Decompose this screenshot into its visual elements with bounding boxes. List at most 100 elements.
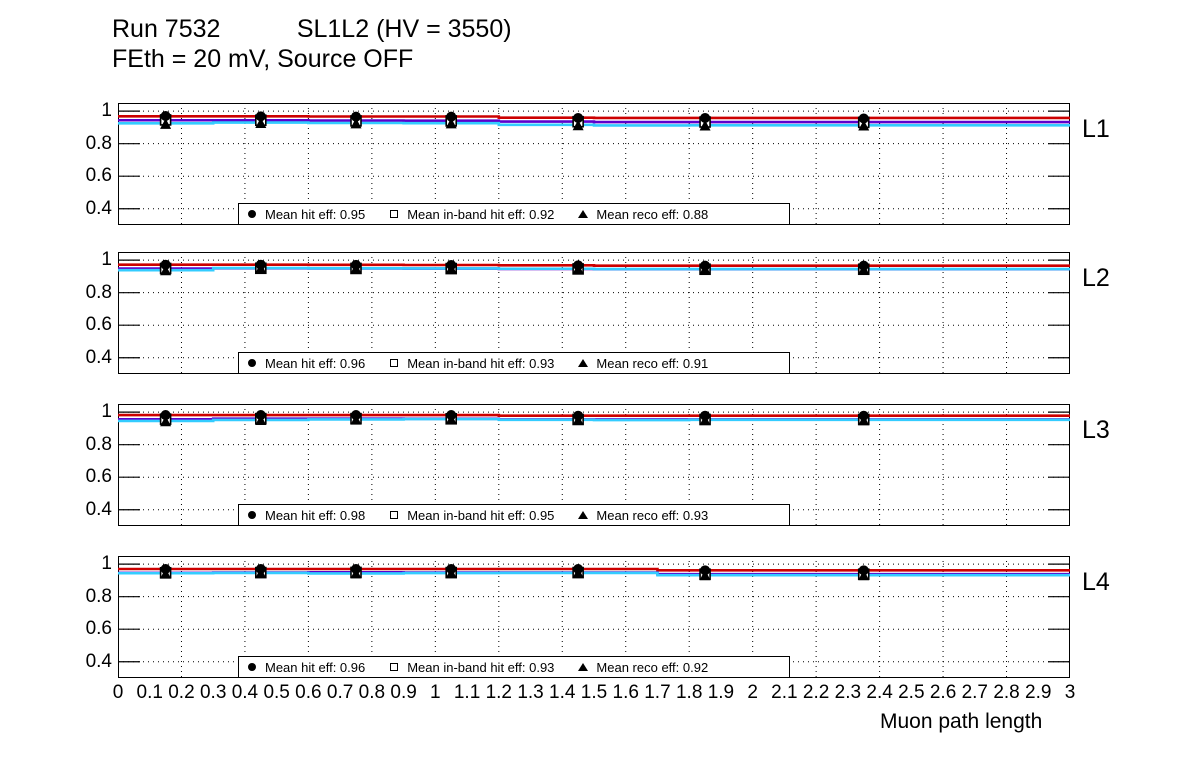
x-tick-label: 2.5 xyxy=(898,682,925,703)
marker-reco-eff xyxy=(160,415,172,427)
triangle-marker-icon-glyph xyxy=(578,663,589,671)
legend-entry-hit-eff: Mean hit eff: 0.96 xyxy=(239,660,381,675)
marker-hit-eff xyxy=(351,564,361,575)
marker-hit-eff xyxy=(160,564,171,575)
legend-entry-reco-eff: Mean reco eff: 0.88 xyxy=(570,207,724,222)
title-line-1: Run 7532 SL1L2 (HV = 3550) xyxy=(112,15,512,43)
panel-label-l4: L4 xyxy=(1082,568,1110,596)
x-tick-label: 1.7 xyxy=(644,682,671,703)
triangle-marker-icon-glyph xyxy=(578,210,589,218)
x-tick-label: 2.9 xyxy=(1025,682,1052,703)
marker-hit-eff xyxy=(573,112,584,123)
panel-plot-area xyxy=(118,404,1070,526)
y-tick-label: 0.8 xyxy=(85,132,112,154)
marker-reco-eff xyxy=(350,117,362,129)
efficiency-panel-l4: 1 0.8 0.6 0.4 Mean hit eff: 0.96 Mean in-band… xyxy=(86,553,1110,678)
triangle-marker-icon xyxy=(570,511,596,519)
marker-hit-eff xyxy=(573,260,584,271)
circle-marker-icon-glyph xyxy=(248,359,256,367)
legend-label: Mean hit eff: 0.98 xyxy=(265,507,366,523)
marker-hit-eff xyxy=(700,565,711,576)
x-tick-label: 0.5 xyxy=(263,682,290,703)
marker-hit-eff xyxy=(255,410,266,421)
y-tick-label: 1 xyxy=(101,100,112,122)
x-tick-label: 0.4 xyxy=(231,682,259,703)
marker-hit-eff xyxy=(351,111,361,122)
y-tick-label: 0.6 xyxy=(85,165,112,187)
triangle-marker-icon xyxy=(570,359,596,367)
series-line-hit-eff xyxy=(118,115,1070,120)
legend-label: Mean hit eff: 0.95 xyxy=(265,206,366,222)
figure-title: Run 7532 SL1L2 (HV = 3550) FEth = 20 mV,… xyxy=(112,14,1012,74)
series-line-hit-eff xyxy=(118,567,1070,572)
series-line-reco-eff xyxy=(118,266,1070,272)
marker-hit-eff xyxy=(160,410,171,421)
legend-entry-reco-eff: Mean reco eff: 0.91 xyxy=(570,356,724,371)
legend-label: Mean reco eff: 0.92 xyxy=(596,659,709,675)
legend-entry-inband-hit-eff: Mean in-band hit eff: 0.95 xyxy=(381,508,570,523)
x-tick-label: 2.7 xyxy=(961,682,989,703)
marker-reco-eff xyxy=(160,264,172,276)
marker-hit-eff xyxy=(446,564,457,575)
x-tick-label: 2 xyxy=(747,682,758,703)
square-marker-icon-glyph xyxy=(390,359,399,367)
triangle-marker-icon-glyph xyxy=(578,359,589,367)
panel-legend: Mean hit eff: 0.95 Mean in-band hit eff: … xyxy=(238,203,790,225)
legend-label: Mean in-band hit eff: 0.92 xyxy=(407,206,555,222)
marker-hit-eff xyxy=(446,111,457,122)
marker-hit-eff xyxy=(573,410,584,421)
panel-label-l2: L2 xyxy=(1082,264,1110,292)
legend-entry-reco-eff: Mean reco eff: 0.92 xyxy=(570,660,724,675)
y-tick-label: 0.6 xyxy=(85,466,112,488)
x-tick-label: 1.3 xyxy=(517,682,544,703)
marker-hit-eff xyxy=(858,113,869,124)
legend-label: Mean hit eff: 0.96 xyxy=(265,355,366,371)
square-marker-icon xyxy=(381,359,407,367)
y-tick-label: 0.4 xyxy=(85,498,112,520)
square-marker-icon xyxy=(381,210,407,218)
marker-reco-eff xyxy=(572,119,584,131)
marker-hit-eff xyxy=(700,410,711,421)
x-tick-label: 0.8 xyxy=(358,682,386,703)
y-tick-label: 0.8 xyxy=(85,585,112,607)
marker-reco-eff xyxy=(160,118,172,129)
x-tick-label: 0.3 xyxy=(199,682,227,703)
panel-legend: Mean hit eff: 0.96 Mean in-band hit eff: … xyxy=(238,352,790,374)
legend-label: Mean reco eff: 0.88 xyxy=(596,206,709,222)
legend-label: Mean hit eff: 0.96 xyxy=(265,659,366,675)
y-tick-label: 0.4 xyxy=(85,197,112,219)
y-tick-label: 0.4 xyxy=(85,346,112,368)
x-tick-label: 0.7 xyxy=(326,682,354,703)
circle-marker-icon xyxy=(239,359,265,367)
legend-label: Mean reco eff: 0.93 xyxy=(596,507,709,523)
marker-reco-eff xyxy=(699,119,711,131)
circle-marker-icon-glyph xyxy=(248,663,256,671)
x-tick-label: 3 xyxy=(1064,682,1076,703)
y-axis-tick-labels: 1 0.8 0.6 0.4 xyxy=(28,100,118,225)
square-marker-icon-glyph xyxy=(390,511,399,519)
y-tick-label: 1 xyxy=(101,553,112,575)
legend-entry-hit-eff: Mean hit eff: 0.96 xyxy=(239,356,381,371)
marker-reco-eff xyxy=(255,117,267,129)
marker-reco-eff xyxy=(858,119,870,131)
circle-marker-icon xyxy=(239,663,265,671)
x-tick-label: 1.6 xyxy=(612,682,639,703)
x-tick-label: 2.6 xyxy=(929,682,957,703)
marker-hit-eff xyxy=(858,410,869,421)
x-tick-label: 2.2 xyxy=(802,682,830,703)
y-tick-label: 0.8 xyxy=(85,433,112,455)
legend-entry-inband-hit-eff: Mean in-band hit eff: 0.93 xyxy=(381,660,570,675)
square-marker-icon xyxy=(381,663,407,671)
x-tick-label: 0.1 xyxy=(136,682,163,703)
x-tick-label: 0.2 xyxy=(168,682,195,703)
panel-legend: Mean hit eff: 0.98 Mean in-band hit eff: … xyxy=(238,504,790,526)
marker-hit-eff xyxy=(160,111,171,122)
legend-entry-hit-eff: Mean hit eff: 0.98 xyxy=(239,508,381,523)
x-tick-label: 2.8 xyxy=(993,682,1020,703)
square-marker-icon-glyph xyxy=(390,210,399,218)
marker-hit-eff xyxy=(573,564,584,575)
y-axis-tick-labels: 1 0.8 0.6 0.4 xyxy=(28,401,118,526)
x-tick-label: 0.9 xyxy=(390,682,417,703)
x-axis-title: Muon path length xyxy=(880,710,1043,733)
x-tick-label: 0.6 xyxy=(295,682,322,703)
